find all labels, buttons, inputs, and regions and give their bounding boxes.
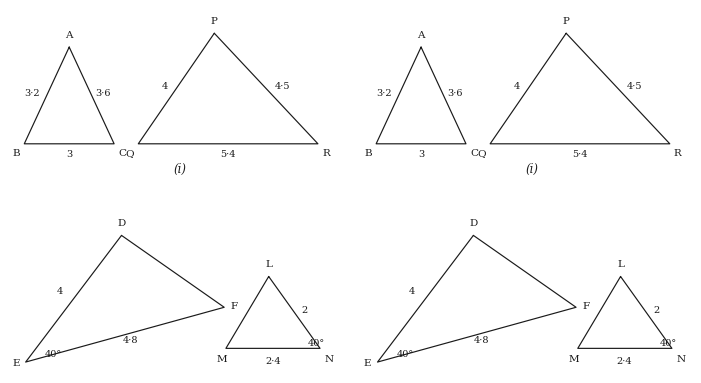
- Text: 2: 2: [301, 306, 308, 315]
- Text: C: C: [470, 149, 478, 158]
- Text: 5·4: 5·4: [220, 150, 236, 159]
- Text: 40°: 40°: [660, 339, 677, 348]
- Text: A: A: [65, 31, 73, 40]
- Text: 4: 4: [161, 82, 168, 91]
- Text: 2: 2: [653, 306, 660, 315]
- Text: D: D: [117, 219, 125, 228]
- Text: M: M: [216, 355, 227, 363]
- Text: Q: Q: [477, 149, 486, 158]
- Text: 4: 4: [57, 287, 63, 296]
- Text: 4: 4: [409, 287, 415, 296]
- Text: 2·4: 2·4: [265, 357, 280, 366]
- Text: R: R: [674, 149, 681, 158]
- Text: P: P: [563, 17, 570, 26]
- Text: L: L: [265, 260, 272, 269]
- Text: 5·4: 5·4: [572, 150, 587, 159]
- Text: F: F: [231, 302, 238, 311]
- Text: C: C: [118, 149, 126, 158]
- Text: E: E: [364, 359, 372, 368]
- Text: 3: 3: [418, 150, 424, 159]
- Text: L: L: [617, 260, 624, 269]
- Text: B: B: [13, 149, 20, 158]
- Text: 4·8: 4·8: [122, 336, 138, 345]
- Text: N: N: [324, 355, 333, 363]
- Text: M: M: [568, 355, 578, 363]
- Text: E: E: [12, 359, 20, 368]
- Text: 3·6: 3·6: [447, 89, 463, 98]
- Text: F: F: [583, 302, 590, 311]
- Text: 3·2: 3·2: [25, 89, 40, 98]
- Text: 40°: 40°: [44, 350, 62, 359]
- Text: B: B: [365, 149, 372, 158]
- Text: 4·5: 4·5: [275, 82, 290, 91]
- Text: 40°: 40°: [308, 339, 325, 348]
- Text: D: D: [469, 219, 477, 228]
- Text: Q: Q: [125, 149, 134, 158]
- Text: 3·2: 3·2: [376, 89, 392, 98]
- Text: 4·5: 4·5: [627, 82, 642, 91]
- Text: 40°: 40°: [396, 350, 414, 359]
- Text: (i): (i): [525, 163, 538, 176]
- Text: (i): (i): [173, 163, 186, 176]
- Text: 4·8: 4·8: [474, 336, 490, 345]
- Text: N: N: [676, 355, 685, 363]
- Text: A: A: [417, 31, 425, 40]
- Text: P: P: [211, 17, 218, 26]
- Text: 3: 3: [66, 150, 72, 159]
- Text: 2·4: 2·4: [617, 357, 632, 366]
- Text: R: R: [322, 149, 330, 158]
- Text: 4: 4: [513, 82, 519, 91]
- Text: 3·6: 3·6: [95, 89, 111, 98]
